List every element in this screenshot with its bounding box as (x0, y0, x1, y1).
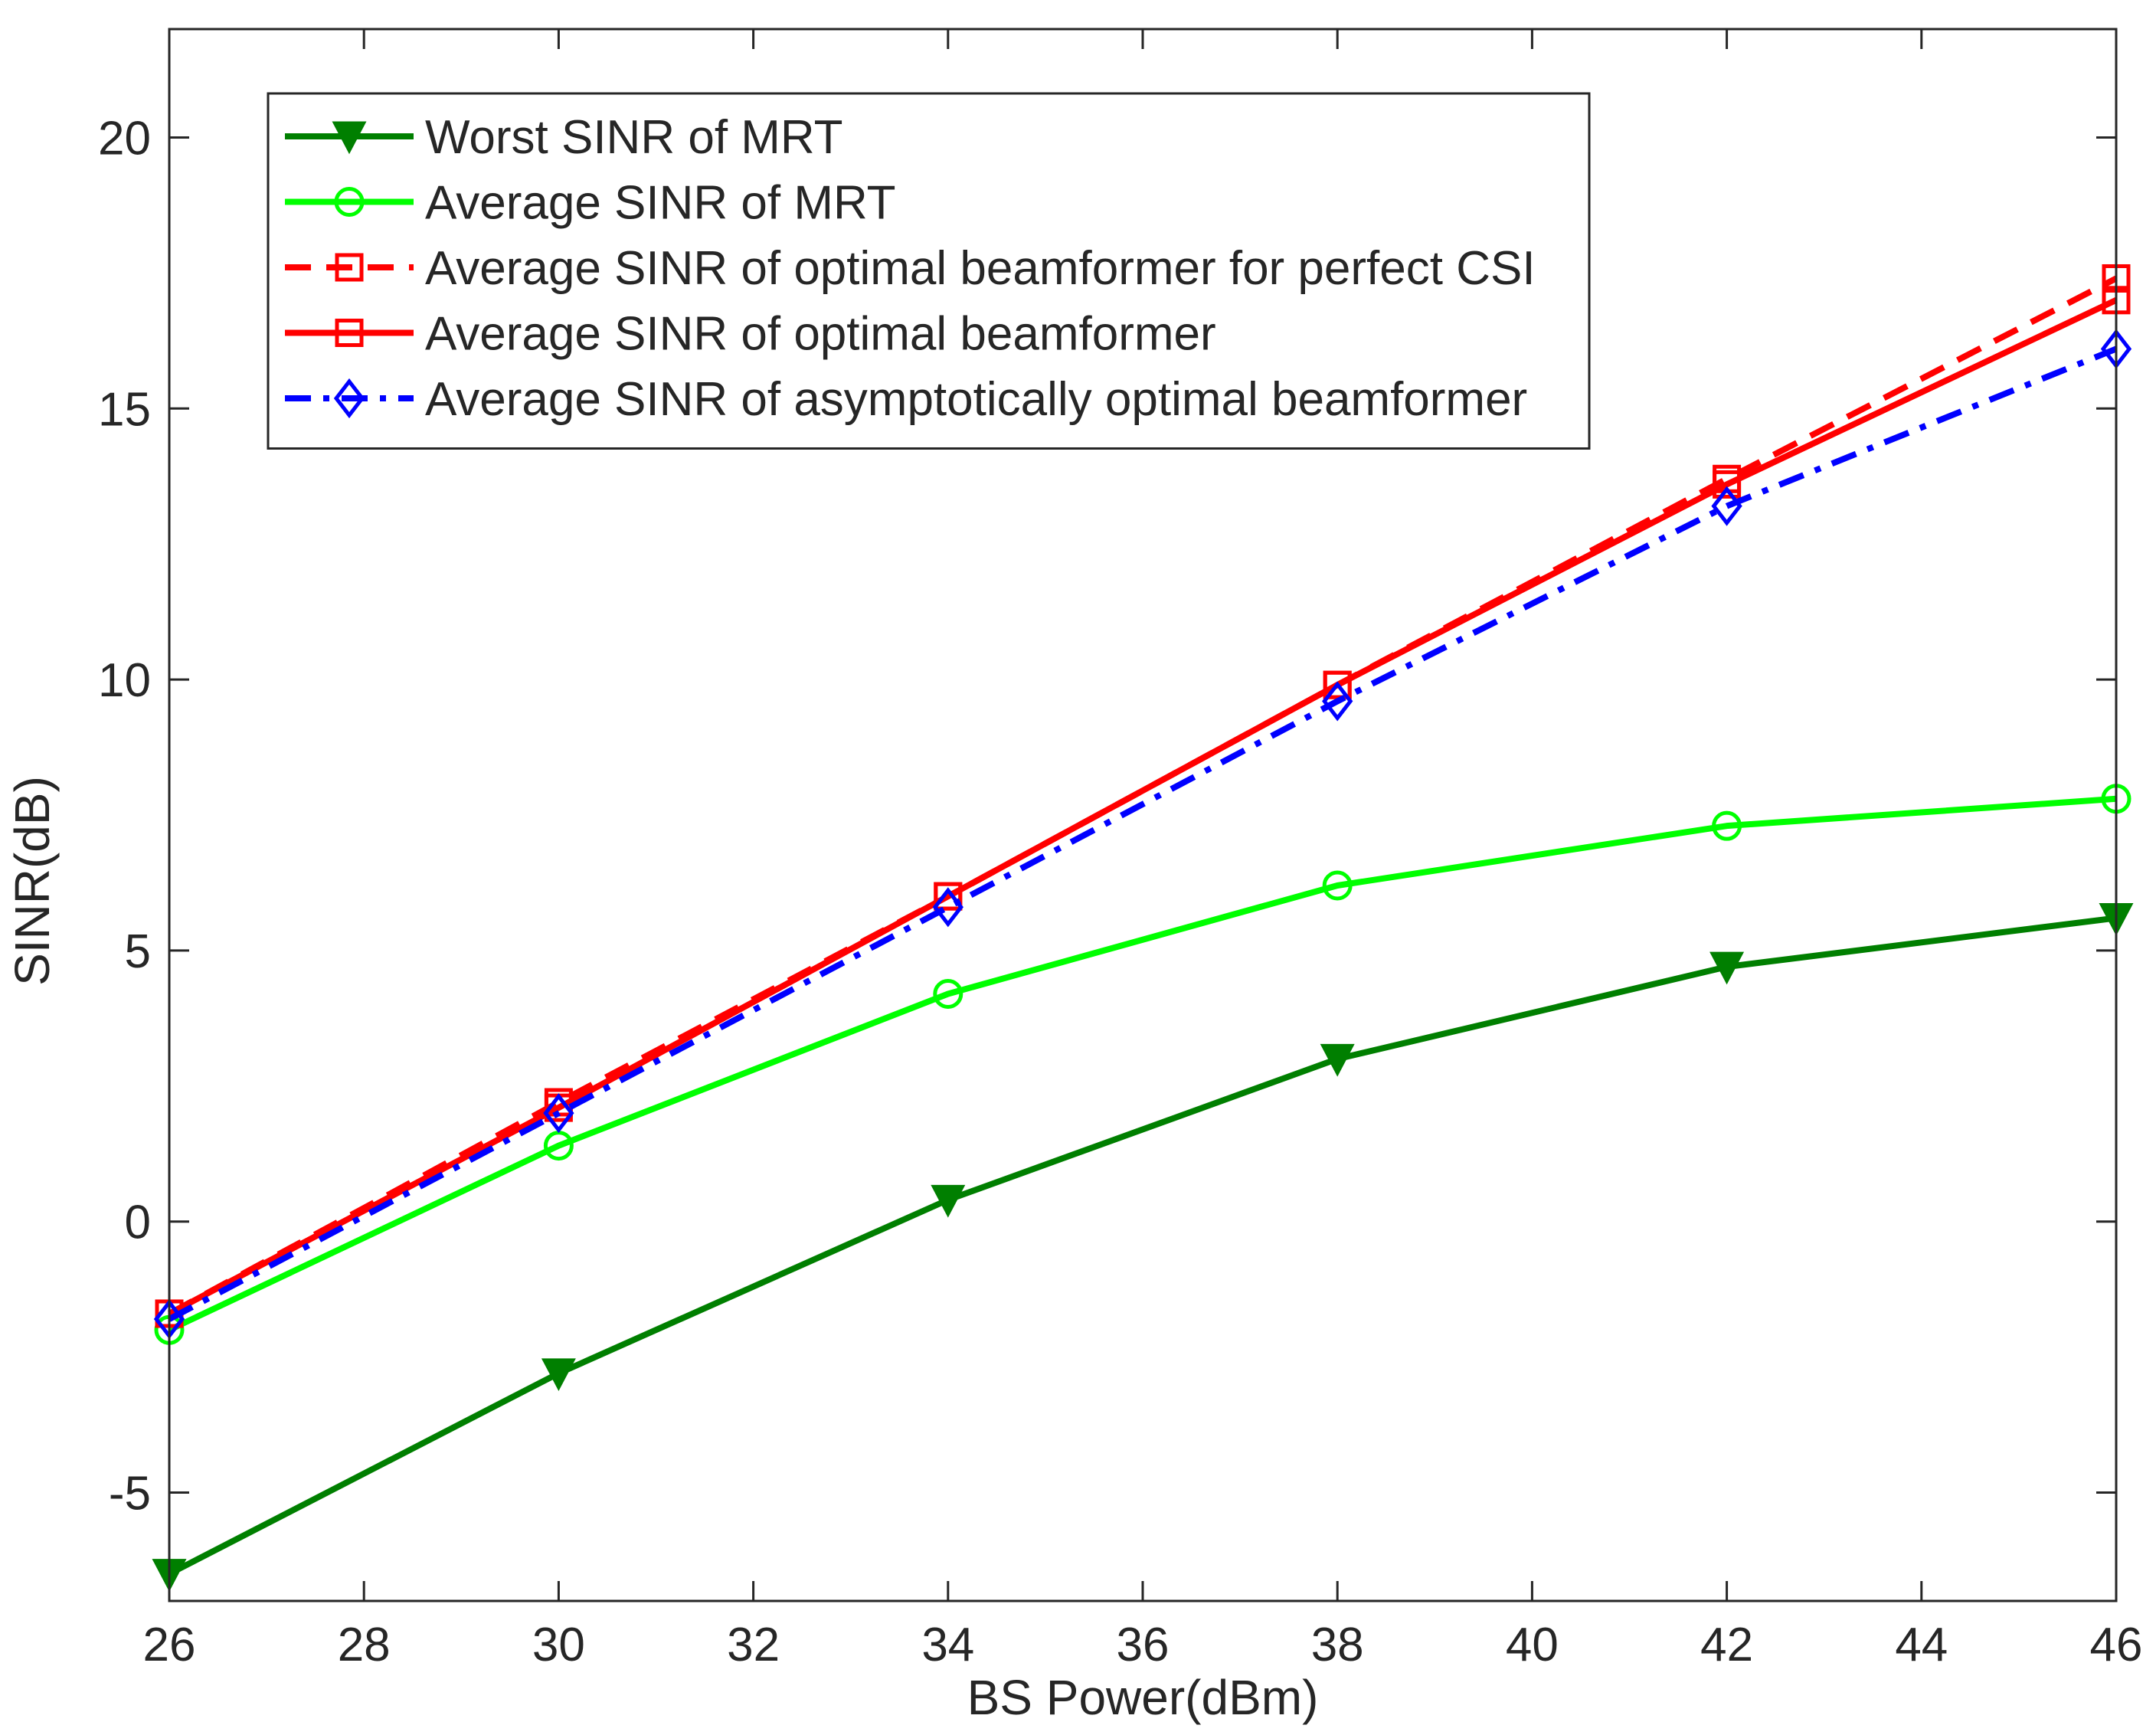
axes: 26 28 30 32 34 36 38 40 42 44 46 -5 0 5 10 15 20 (98, 28, 2143, 1671)
series-4-point-5 (1713, 470, 1742, 499)
legend-box (267, 92, 1591, 450)
legend-label-2: Average SINR of MRT (425, 177, 896, 230)
series-2-point-3 (933, 979, 963, 1010)
series-line-1 (168, 915, 2117, 1577)
legend: Worst SINR of MRT Average SINR of MRT Aver… (267, 92, 1591, 450)
x-tick-label-36: 36 (1117, 1619, 1170, 1671)
series-2-point-4 (1322, 870, 1353, 901)
x-tick-label-26: 26 (143, 1619, 196, 1671)
x-tick-label-32: 32 (727, 1619, 780, 1671)
series-5-point-3 (932, 887, 963, 928)
series-1 (152, 902, 2134, 1592)
series-line-5 (168, 345, 2118, 1322)
legend-marker-4 (335, 319, 364, 347)
series-2 (154, 784, 2131, 1345)
y-tick-label-15: 15 (98, 383, 151, 436)
series-1-point-4 (1320, 1043, 1355, 1077)
series-2-point-5 (1712, 810, 1742, 841)
x-tick-label-34: 34 (921, 1619, 974, 1671)
series-line-3 (168, 275, 2118, 1317)
series-1-point-3 (931, 1184, 966, 1218)
x-tick-label-38: 38 (1311, 1619, 1364, 1671)
series-5-point-5 (1711, 486, 1742, 526)
series-1-point-5 (1709, 951, 1745, 985)
legend-label-1: Worst SINR of MRT (425, 111, 842, 164)
x-axis-label: BS Power(dBm) (967, 1670, 1319, 1725)
x-tick-label-30: 30 (532, 1619, 585, 1671)
x-tick-label-44: 44 (1895, 1619, 1948, 1671)
series-4-point-3 (934, 882, 963, 911)
legend-marker-2 (334, 187, 365, 217)
x-tick-label-46: 46 (2090, 1619, 2143, 1671)
series-4-point-4 (1323, 670, 1352, 699)
series-1-point-2 (541, 1358, 576, 1392)
x-tick-label-40: 40 (1506, 1619, 1559, 1671)
legend-label-3: Average SINR of optimal beamformer for p… (425, 242, 1536, 295)
y-axis-label: SINR(dB) (5, 776, 60, 986)
legend-marker-5 (333, 378, 365, 419)
plot-area (152, 264, 2134, 1592)
series-5-point-2 (543, 1093, 574, 1134)
y-tick-label-10: 10 (98, 654, 151, 707)
series-5 (153, 329, 2132, 1340)
y-tick-label-20: 20 (98, 113, 151, 165)
legend-marker-3 (335, 253, 364, 282)
series-line-4 (168, 297, 2118, 1317)
x-tick-label-42: 42 (1700, 1619, 1753, 1671)
legend-label-4: Average SINR of optimal beamformer (425, 308, 1216, 361)
y-tick-label-5: 5 (125, 925, 151, 978)
series-5-point-4 (1322, 681, 1353, 722)
x-tick-label-28: 28 (338, 1619, 391, 1671)
y-tick-label--5: -5 (109, 1467, 151, 1520)
y-tick-label-0: 0 (125, 1196, 151, 1249)
series-line-2 (168, 795, 2117, 1333)
legend-marker-1 (332, 121, 367, 155)
legend-label-5: Average SINR of asymptotically optimal b… (425, 373, 1527, 426)
